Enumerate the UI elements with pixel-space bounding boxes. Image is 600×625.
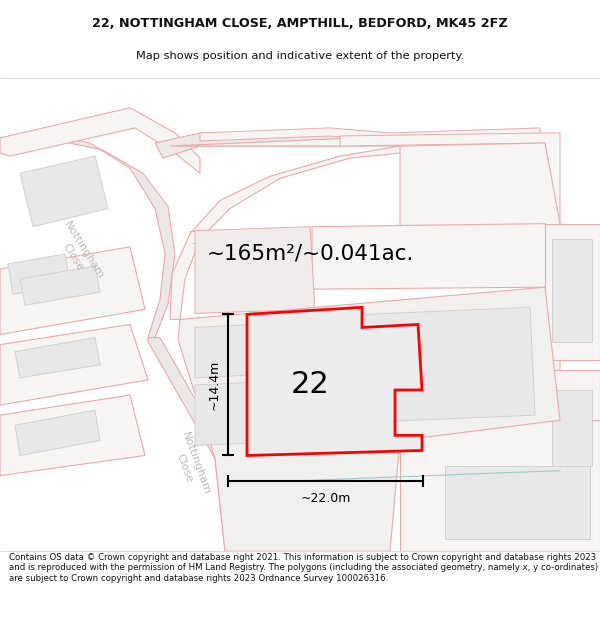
Polygon shape: [20, 266, 100, 305]
Text: Map shows position and indicative extent of the property.: Map shows position and indicative extent…: [136, 51, 464, 61]
Polygon shape: [0, 247, 145, 334]
Polygon shape: [200, 128, 540, 141]
Polygon shape: [0, 133, 175, 338]
Polygon shape: [400, 420, 600, 551]
Polygon shape: [170, 136, 545, 319]
Polygon shape: [0, 107, 200, 173]
Polygon shape: [20, 156, 108, 227]
Polygon shape: [552, 239, 592, 342]
Polygon shape: [195, 380, 315, 446]
Text: ~14.4m: ~14.4m: [208, 360, 221, 410]
Polygon shape: [8, 254, 70, 294]
Polygon shape: [445, 466, 590, 539]
Polygon shape: [195, 321, 315, 378]
Polygon shape: [155, 133, 340, 158]
Polygon shape: [312, 224, 560, 420]
Text: ~165m²/~0.041ac.: ~165m²/~0.041ac.: [206, 244, 413, 264]
Polygon shape: [340, 133, 560, 224]
Polygon shape: [195, 227, 315, 313]
Polygon shape: [15, 338, 100, 378]
Polygon shape: [365, 308, 535, 422]
Text: Nottingham
Close: Nottingham Close: [168, 431, 212, 501]
Polygon shape: [0, 324, 148, 405]
Text: ~22.0m: ~22.0m: [301, 492, 350, 506]
Polygon shape: [15, 410, 100, 456]
Text: Nottingham
Close: Nottingham Close: [51, 220, 105, 288]
Polygon shape: [178, 287, 560, 551]
Text: Contains OS data © Crown copyright and database right 2021. This information is : Contains OS data © Crown copyright and d…: [9, 552, 598, 582]
Text: 22: 22: [290, 371, 329, 399]
Polygon shape: [400, 143, 560, 279]
Polygon shape: [545, 224, 600, 360]
Polygon shape: [545, 370, 600, 481]
Polygon shape: [247, 308, 422, 456]
Polygon shape: [0, 395, 145, 476]
Polygon shape: [148, 338, 240, 551]
Text: 22, NOTTINGHAM CLOSE, AMPTHILL, BEDFORD, MK45 2FZ: 22, NOTTINGHAM CLOSE, AMPTHILL, BEDFORD,…: [92, 17, 508, 30]
Polygon shape: [552, 390, 592, 466]
